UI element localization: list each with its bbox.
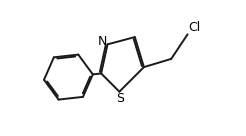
- Text: N: N: [97, 35, 107, 48]
- Text: S: S: [116, 92, 124, 104]
- Text: Cl: Cl: [189, 21, 201, 34]
